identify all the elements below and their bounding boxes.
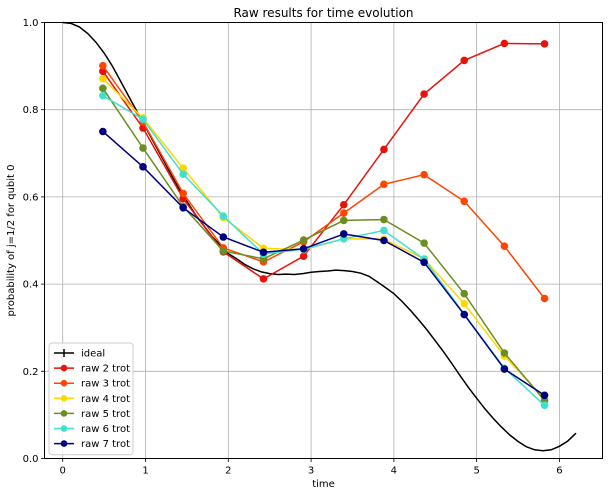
- y-axis-label: probability of j=1/2 for qubit 0: [6, 165, 17, 317]
- legend-marker: [60, 425, 68, 432]
- legend-entry: raw 3 trot: [54, 379, 130, 390]
- data-point: [380, 236, 388, 245]
- legend-marker: [60, 440, 68, 447]
- data-point: [179, 204, 187, 212]
- legend-label: raw 5 trot: [81, 409, 130, 420]
- legend-box: [48, 342, 134, 456]
- y-tick-label: 0.0: [23, 454, 39, 465]
- data-point: [460, 299, 469, 308]
- data-point: [540, 391, 549, 400]
- data-point: [420, 90, 428, 98]
- data-point: [380, 145, 388, 154]
- legend-entry: raw 5 trot: [54, 409, 130, 420]
- data-point: [139, 163, 147, 171]
- data-point: [339, 200, 348, 209]
- series-line: [102, 130, 545, 396]
- legend-entry: raw 6 trot: [54, 424, 130, 435]
- data-point: [460, 310, 469, 319]
- data-point: [219, 212, 228, 220]
- data-point: [139, 144, 147, 152]
- data-point: [460, 56, 469, 65]
- data-point: [179, 170, 187, 179]
- x-tick-label: 3: [308, 466, 314, 477]
- legend-marker: [60, 410, 68, 417]
- y-tick-label: 0.4: [23, 280, 39, 291]
- data-point: [500, 349, 509, 357]
- x-tick-label: 6: [556, 466, 562, 477]
- data-point: [380, 226, 388, 235]
- x-tick-label: 2: [225, 466, 231, 477]
- legend-marker: [60, 395, 68, 402]
- data-point: [299, 244, 308, 253]
- data-point: [299, 252, 308, 260]
- data-point: [259, 275, 268, 283]
- data-point: [179, 189, 187, 198]
- y-tick-label: 0.8: [23, 105, 39, 116]
- data-point: [99, 74, 107, 83]
- legend-entry: ideal: [54, 349, 105, 360]
- legend-marker: [60, 364, 68, 372]
- legend-marker: [60, 379, 68, 387]
- legend-label: raw 6 trot: [81, 424, 130, 435]
- legend-label: raw 2 trot: [81, 364, 130, 375]
- legend-label: ideal: [81, 349, 105, 360]
- y-tick-label: 0.2: [23, 367, 39, 378]
- x-tick-label: 5: [473, 466, 479, 477]
- x-tick-label: 1: [142, 466, 148, 477]
- series-line: [102, 87, 546, 401]
- series-7-trot: [99, 127, 549, 400]
- data-point: [460, 289, 469, 298]
- x-tick-label: 4: [391, 466, 397, 477]
- plot-frame: [44, 22, 603, 459]
- x-axis-label: time: [312, 479, 335, 490]
- data-point: [540, 401, 549, 410]
- data-point: [299, 236, 308, 244]
- series-layer: [99, 39, 549, 410]
- data-point: [259, 248, 268, 257]
- data-point: [420, 258, 428, 267]
- legend-entry: raw 4 trot: [54, 394, 130, 405]
- data-point: [380, 180, 388, 189]
- data-point: [139, 115, 147, 124]
- data-point: [99, 127, 107, 136]
- data-point: [339, 209, 348, 217]
- data-point: [99, 91, 107, 100]
- chart-title: Raw results for time evolution: [233, 6, 413, 20]
- data-point: [339, 216, 348, 225]
- data-point: [339, 230, 348, 238]
- x-tick-label: 0: [60, 466, 66, 477]
- legend-entry: raw 2 trot: [54, 364, 130, 375]
- data-point: [219, 247, 228, 255]
- data-point: [500, 39, 509, 48]
- data-point: [540, 40, 549, 48]
- data-point: [420, 170, 428, 179]
- data-point: [99, 61, 107, 70]
- series-line: [102, 65, 546, 299]
- x-axis: 0 1 2 3 4 5 6: [60, 458, 563, 477]
- legend-label: raw 7 trot: [81, 439, 130, 450]
- data-point: [99, 84, 107, 93]
- data-point: [500, 365, 509, 373]
- y-tick-label: 1.0: [23, 18, 39, 29]
- data-point: [460, 197, 469, 206]
- legend-label: raw 3 trot: [81, 379, 130, 390]
- data-point: [219, 233, 228, 241]
- data-point: [540, 294, 549, 303]
- data-point: [500, 242, 509, 250]
- data-point: [420, 239, 428, 247]
- y-axis: 0.0 0.2 0.4 0.6 0.8 1.0: [23, 18, 45, 465]
- y-tick-label: 0.6: [23, 192, 39, 203]
- legend-entry: raw 7 trot: [54, 439, 130, 450]
- legend: ideal raw 2 trot raw 3 trot raw 4 trot raw 5…: [48, 342, 134, 456]
- legend-label: raw 4 trot: [81, 394, 130, 405]
- data-point: [380, 215, 388, 224]
